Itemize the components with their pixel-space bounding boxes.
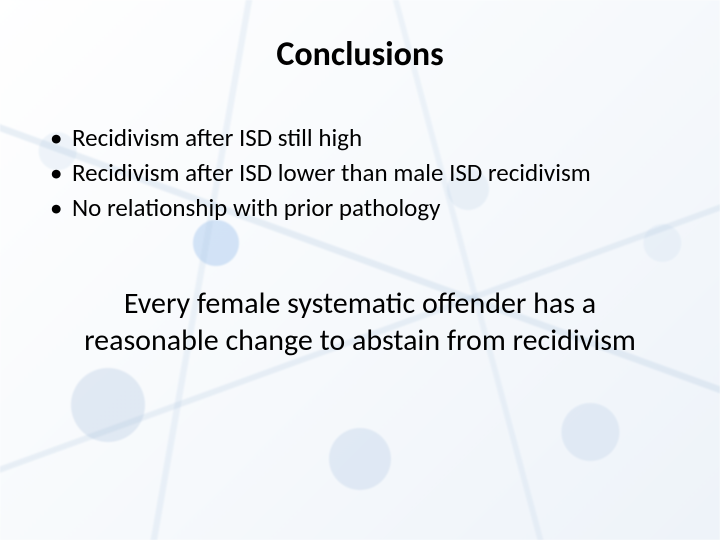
bullet-text: Recidivism after ISD still high xyxy=(72,122,362,153)
summary-statement: Every female systematic offender has a r… xyxy=(40,286,680,359)
list-item: Recidivism after ISD lower than male ISD… xyxy=(46,156,680,189)
list-item: Recidivism after ISD still high xyxy=(46,121,680,154)
list-item: No relationship with prior pathology xyxy=(46,191,680,224)
slide-title: Conclusions xyxy=(40,34,680,75)
slide-body: Conclusions Recidivism after ISD still h… xyxy=(0,0,720,540)
bullet-list: Recidivism after ISD still high Recidivi… xyxy=(46,121,680,224)
bullet-text: No relationship with prior pathology xyxy=(72,192,440,223)
bullet-text: Recidivism after ISD lower than male ISD… xyxy=(72,157,591,188)
